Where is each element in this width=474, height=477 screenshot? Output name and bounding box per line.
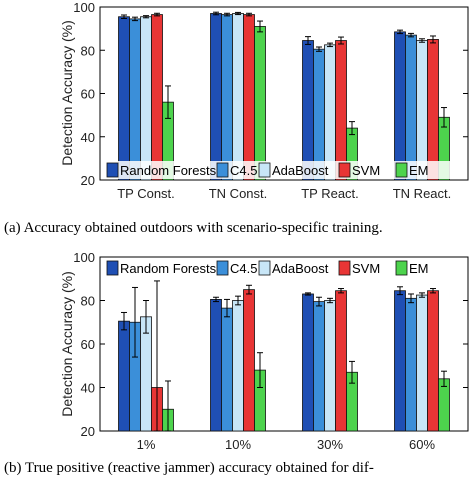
- legend-label: SVM: [352, 261, 380, 276]
- legend-label: SVM: [352, 163, 380, 178]
- legend-swatch: [107, 261, 118, 275]
- bar-svm: [244, 290, 255, 431]
- chart-b: 20 40 60 80 100 Random Forests C4.5 AdaBoost SV…: [4, 250, 468, 476]
- y-tick-label: 40: [81, 381, 95, 396]
- legend-swatch: [259, 261, 270, 275]
- y-tick-label: 100: [73, 250, 95, 265]
- y-tick-label: 60: [81, 337, 95, 352]
- x-tick-label: 10%: [225, 437, 251, 452]
- y-tick-label: 60: [81, 87, 95, 102]
- caption-b: (b) True positive (reactive jammer) accu…: [4, 460, 374, 476]
- bar-svm: [336, 41, 347, 180]
- bar-c4-5: [130, 19, 141, 180]
- bar-adaboost: [141, 317, 152, 431]
- chart-a: 20 40 60 80 100 Random Forests C4.5 AdaBoost SV…: [4, 0, 468, 236]
- legend-label: AdaBoost: [272, 261, 329, 276]
- legend-swatch: [339, 163, 350, 177]
- legend-swatch: [107, 163, 118, 177]
- x-tick-label: TN Const.: [209, 186, 268, 201]
- bar-adaboost: [325, 45, 336, 180]
- bar-random-forests: [303, 41, 314, 180]
- bar-c4-5: [222, 15, 233, 180]
- legend-swatch: [259, 163, 270, 177]
- bar-svm: [152, 15, 163, 180]
- bars-b: [119, 281, 450, 431]
- legend-label: EM: [409, 163, 429, 178]
- legend-a: Random Forests C4.5 AdaBoost SVM EM: [103, 161, 465, 179]
- bar-random-forests: [211, 13, 222, 180]
- x-axis-ticks-a: TP Const. TN Const. TP React. TN React.: [117, 186, 451, 201]
- legend-swatch: [396, 261, 407, 275]
- y-tick-label: 40: [81, 130, 95, 145]
- x-tick-label: TP React.: [301, 186, 359, 201]
- y-axis-label-a: Detection Accuracy (%): [59, 20, 75, 166]
- legend-label: C4.5: [230, 261, 257, 276]
- bar-random-forests: [211, 299, 222, 431]
- y-tick-label: 20: [81, 173, 95, 188]
- x-tick-label: 30%: [317, 437, 343, 452]
- y-tick-label: 100: [73, 0, 95, 15]
- bar-c4-5: [314, 49, 325, 180]
- y-tick-label: 80: [81, 294, 95, 309]
- bar-random-forests: [303, 294, 314, 431]
- bar-random-forests: [395, 291, 406, 431]
- x-tick-label: TN React.: [393, 186, 452, 201]
- y-tick-label: 20: [81, 424, 95, 439]
- bar-svm: [428, 291, 439, 431]
- bar-c4-5: [406, 298, 417, 431]
- bar-adaboost: [141, 17, 152, 180]
- x-tick-label: 1%: [137, 437, 156, 452]
- y-tick-label: 80: [81, 43, 95, 58]
- bar-random-forests: [395, 32, 406, 180]
- legend-swatch: [396, 163, 407, 177]
- bar-svm: [336, 291, 347, 431]
- x-tick-label: TP Const.: [117, 186, 175, 201]
- bar-c4-5: [314, 302, 325, 431]
- legend-label: Random Forests: [120, 261, 217, 276]
- legend-swatch: [339, 261, 350, 275]
- bars-a: [119, 12, 450, 180]
- legend-swatch: [217, 261, 228, 275]
- legend-label: AdaBoost: [272, 163, 329, 178]
- bar-em: [255, 26, 266, 180]
- bar-c4-5: [406, 35, 417, 180]
- y-axis-label-b: Detection Accuracy (%): [59, 271, 75, 417]
- bar-adaboost: [417, 41, 428, 180]
- x-axis-ticks-b: 1% 10% 30% 60%: [137, 437, 436, 452]
- legend-b: Random Forests C4.5 AdaBoost SVM EM: [103, 259, 465, 277]
- bar-c4-5: [222, 308, 233, 431]
- legend-swatch: [217, 163, 228, 177]
- bar-svm: [428, 39, 439, 180]
- bar-random-forests: [119, 321, 130, 431]
- x-tick-label: 60%: [409, 437, 435, 452]
- bar-adaboost: [233, 301, 244, 432]
- caption-a: (a) Accuracy obtained outdoors with scen…: [4, 220, 383, 236]
- legend-label: EM: [409, 261, 429, 276]
- bar-random-forests: [119, 17, 130, 180]
- legend-label: C4.5: [230, 163, 257, 178]
- bar-adaboost: [417, 295, 428, 431]
- bar-svm: [244, 15, 255, 180]
- bar-adaboost: [325, 301, 336, 432]
- bar-adaboost: [233, 13, 244, 180]
- legend-label: Random Forests: [120, 163, 217, 178]
